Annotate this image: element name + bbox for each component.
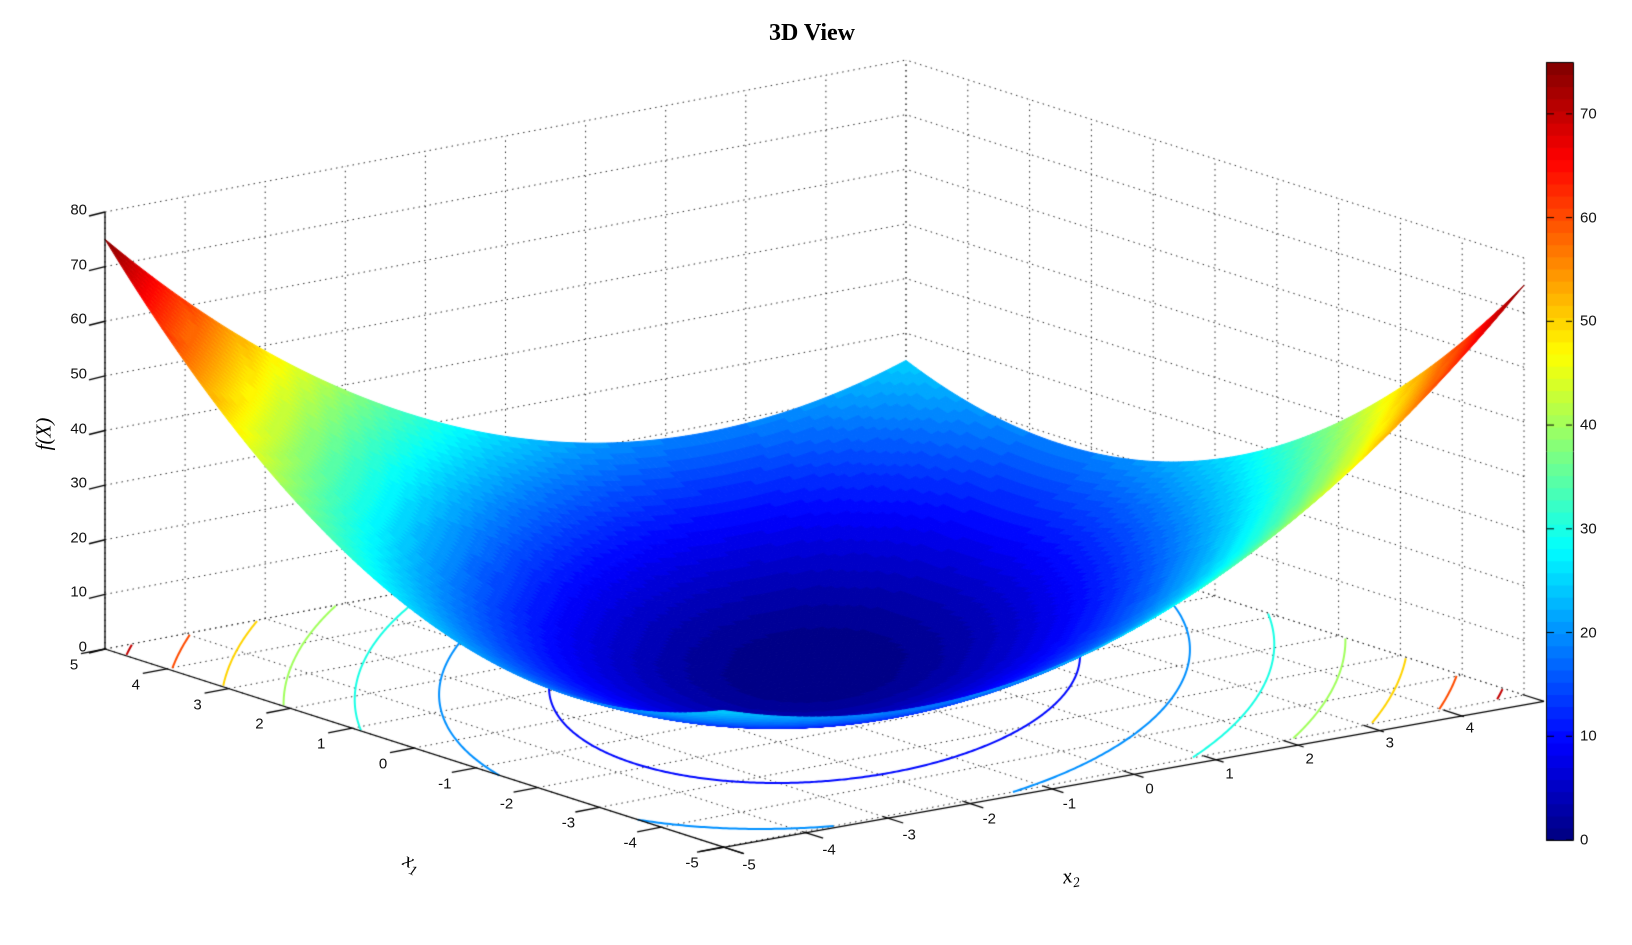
x1-tick-label: -4 xyxy=(623,834,637,852)
x2-tick-label: 0 xyxy=(1145,780,1154,798)
z-tick-label: 60 xyxy=(70,310,87,328)
z-tick-label: 50 xyxy=(70,365,87,383)
colorbar-tick-label: 40 xyxy=(1580,416,1597,434)
x2-tick-label: -5 xyxy=(742,856,756,874)
x2-tick-label: 3 xyxy=(1385,734,1394,752)
colorbar-tick-label: 30 xyxy=(1580,520,1597,538)
colorbar-tick-label: 50 xyxy=(1580,312,1597,330)
colorbar-tick-label: 70 xyxy=(1580,105,1597,123)
x1-tick-label: 4 xyxy=(131,676,140,694)
z-tick-label: 80 xyxy=(70,201,87,219)
x2-tick-label: -2 xyxy=(982,810,996,828)
x2-tick-label: -1 xyxy=(1062,795,1077,813)
z-tick-label: 20 xyxy=(70,529,87,547)
x2-tick-label: 4 xyxy=(1465,719,1475,737)
x1-tick-label: 1 xyxy=(317,735,326,753)
colorbar-tick-label: 10 xyxy=(1580,727,1597,745)
x2-tick-label: -4 xyxy=(822,841,836,859)
z-tick-label: 30 xyxy=(70,474,87,492)
x1-tick-label: 2 xyxy=(255,715,264,733)
z-tick-label: 0 xyxy=(78,638,87,656)
colorbar-tick-label: 20 xyxy=(1580,624,1597,642)
x1-tick-label: 5 xyxy=(69,656,79,674)
x1-tick-label: -5 xyxy=(685,854,699,872)
colorbar-tick-label: 0 xyxy=(1580,831,1589,849)
chart-title: 3D View xyxy=(769,20,855,46)
z-axis-label: f(X) xyxy=(31,417,56,451)
x1-tick-label: -2 xyxy=(499,795,514,813)
x2-tick-label: -3 xyxy=(902,826,916,844)
z-tick-label: 40 xyxy=(70,420,87,437)
z-tick-label: 70 xyxy=(70,256,87,274)
colorbar-tick-label: 60 xyxy=(1580,209,1597,227)
x1-tick-label: 0 xyxy=(378,755,388,773)
z-tick-label: 10 xyxy=(70,583,87,601)
x1-tick-label: 3 xyxy=(193,696,202,714)
x1-tick-label: -1 xyxy=(438,775,452,793)
x1-tick-label: -3 xyxy=(561,814,576,832)
x2-tick-label: 1 xyxy=(1225,765,1234,783)
x2-tick-label: 2 xyxy=(1305,750,1314,768)
